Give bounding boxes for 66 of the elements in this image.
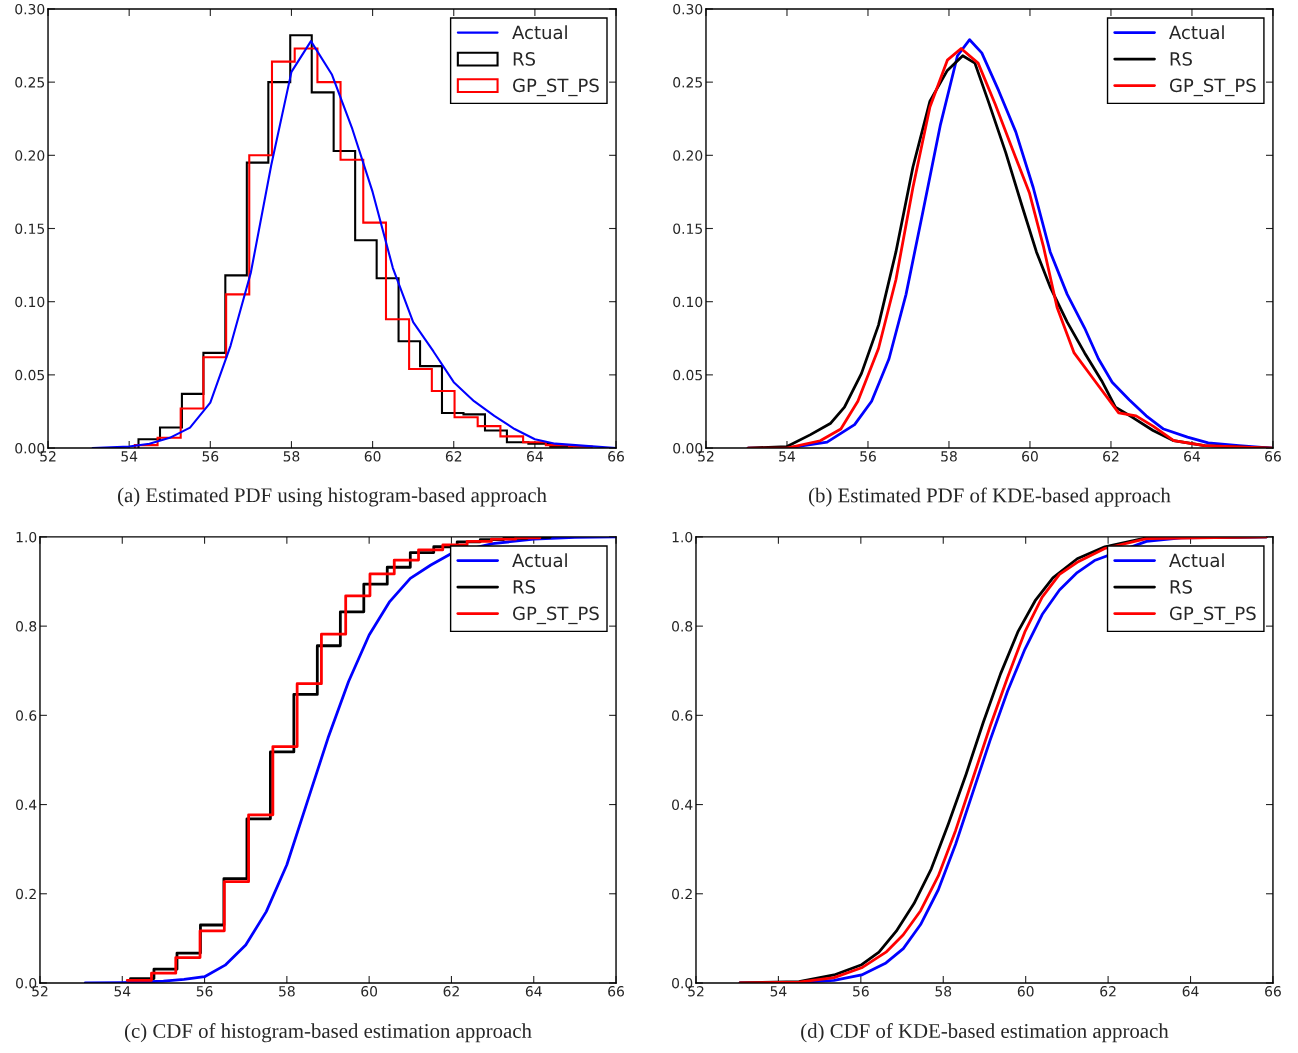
- x-tick-label: 66: [608, 986, 624, 997]
- x-tick-label: 64: [1182, 986, 1199, 997]
- y-tick-label: 0.15: [673, 223, 702, 234]
- x-tick-label: 66: [1265, 986, 1281, 997]
- x-tick-label: 58: [279, 986, 295, 997]
- x-tick-label: 54: [121, 451, 138, 462]
- text: (b) Estimated PDF of KDE-based approach: [809, 487, 1171, 507]
- y-tick-label: 0.10: [15, 296, 45, 308]
- y-tick-label: 0.20: [15, 150, 45, 161]
- legend-label: GP_ST_PS: [1169, 606, 1256, 625]
- x-tick-label: 58: [935, 986, 952, 997]
- y-tick-label: 0.2: [16, 888, 36, 900]
- x-tick-label: 62: [1100, 986, 1116, 997]
- x-tick-label: 56: [853, 986, 869, 997]
- x-tick-label: 60: [1017, 986, 1034, 997]
- x-tick-label: 56: [202, 451, 219, 462]
- x-tick-label: 58: [283, 451, 300, 462]
- x-tick-label: 66: [608, 451, 624, 462]
- x-tick-label: 66: [1265, 451, 1281, 462]
- x-tick-label: 62: [445, 451, 462, 462]
- y-tick-label: 0.2: [672, 888, 692, 900]
- x-tick-label: 58: [941, 451, 957, 462]
- y-tick-label: 0.4: [16, 799, 37, 811]
- x-tick-label: 64: [527, 451, 543, 462]
- y-tick-label: 0.05: [15, 369, 45, 381]
- x-tick-label: 60: [364, 451, 381, 462]
- x-tick-label: 62: [443, 986, 459, 997]
- y-tick-label: 0.20: [673, 150, 703, 161]
- x-tick-label: 62: [1103, 451, 1119, 462]
- legend-label: RS: [513, 580, 536, 594]
- legend-label: Actual: [512, 553, 567, 568]
- y-tick-label: 0.25: [15, 77, 45, 88]
- x-tick-label: 54: [770, 986, 787, 997]
- y-tick-label: 0.8: [16, 621, 37, 632]
- legend-label: RS: [513, 52, 536, 66]
- y-tick-label: 1.0: [16, 531, 37, 543]
- y-tick-label: 0.8: [672, 621, 693, 632]
- x-tick-label: 56: [196, 986, 213, 997]
- legend-label: RS: [1170, 580, 1192, 594]
- y-tick-label: 0.15: [15, 223, 45, 234]
- y-tick-label: 0.30: [15, 3, 45, 15]
- x-tick-label: 56: [860, 451, 876, 462]
- legend-label: Actual: [1169, 553, 1224, 568]
- y-tick-label: 0.05: [673, 369, 702, 381]
- y-tick-label: 0.30: [673, 3, 703, 15]
- text: (a) Estimated PDF using histogram-based approach: [118, 487, 547, 507]
- legend-label: GP_ST_PS: [1169, 78, 1256, 97]
- legend-label: RS: [1170, 52, 1192, 66]
- y-tick-label: 0.25: [673, 77, 702, 88]
- legend-label: GP_ST_PS: [513, 78, 599, 97]
- legend-label: Actual: [1169, 25, 1224, 40]
- text: (d) CDF of KDE-based estimation approach: [801, 1023, 1169, 1043]
- y-tick-label: 0.4: [672, 799, 693, 811]
- x-tick-label: 60: [1022, 451, 1038, 462]
- text: (c) CDF of histogram-based estimation approach: [124, 1023, 532, 1043]
- x-tick-label: 60: [361, 986, 378, 997]
- x-tick-label: 64: [525, 986, 542, 997]
- x-tick-label: 64: [1184, 451, 1201, 462]
- y-tick-label: 0.6: [16, 710, 37, 721]
- x-tick-label: 54: [779, 451, 796, 462]
- y-tick-label: 1.0: [672, 531, 693, 543]
- legend-label: GP_ST_PS: [513, 606, 599, 625]
- y-tick-label: 0.6: [672, 710, 693, 721]
- x-tick-label: 54: [114, 986, 131, 997]
- legend-label: Actual: [512, 25, 567, 40]
- y-tick-label: 0.10: [673, 296, 703, 308]
